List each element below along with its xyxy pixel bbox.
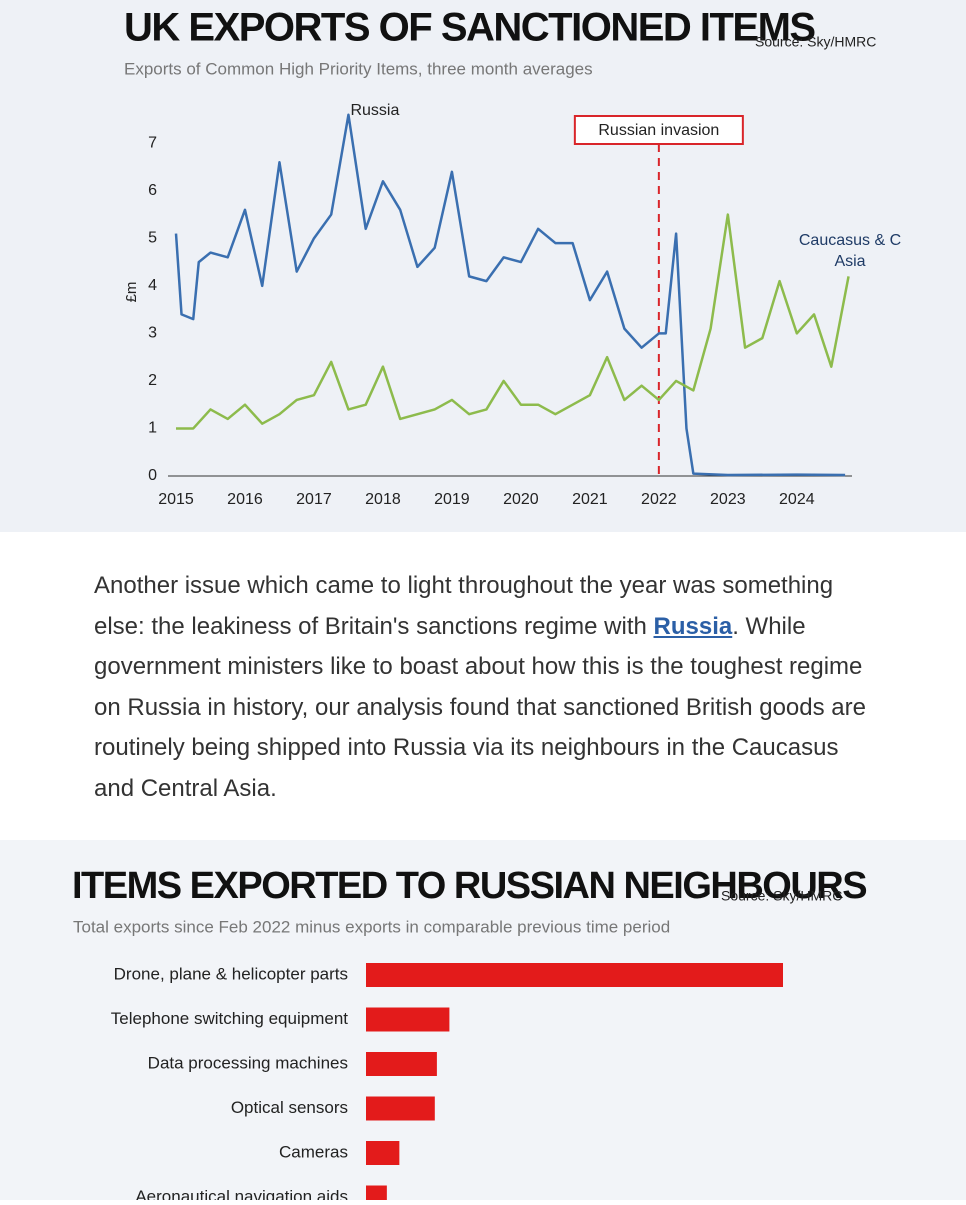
x-tick-label: 2023 <box>710 491 746 508</box>
category-label: Drone, plane & helicopter parts <box>114 964 348 983</box>
link[interactable]: Russia <box>653 612 733 640</box>
x-tick-label: 2024 <box>779 491 815 508</box>
chart-title: UK EXPORTS OF SANCTIONED ITEMS <box>124 6 815 50</box>
y-tick-label: 3 <box>148 325 157 342</box>
y-tick-label: 6 <box>148 182 157 199</box>
line-chart-panel: UK EXPORTS OF SANCTIONED ITEMS Source: S… <box>0 0 966 532</box>
series-line <box>176 213 850 430</box>
category-label: Aeronautical navigation aids <box>135 1187 348 1200</box>
x-tick-label: 2016 <box>227 491 263 508</box>
text: . While government ministers like to boa… <box>94 612 866 802</box>
y-tick-label: 1 <box>148 420 157 437</box>
bar <box>366 1141 400 1165</box>
x-tick-label: 2021 <box>572 491 608 508</box>
x-tick-label: 2018 <box>365 491 401 508</box>
chart-subtitle: Exports of Common High Priority Items, t… <box>124 59 593 78</box>
category-label: Data processing machines <box>148 1053 348 1072</box>
source: Source: Sky/HMRC <box>721 888 842 904</box>
bar-chart: ITEMS EXPORTED TO RUSSIAN NEIGHBOURS Sou… <box>72 865 868 1205</box>
bar <box>366 963 783 987</box>
y-tick-label: 7 <box>148 134 157 151</box>
x-tick-label: 2020 <box>503 491 539 508</box>
bar-chart-panel: ITEMS EXPORTED TO RUSSIAN NEIGHBOURS Sou… <box>0 840 966 1205</box>
x-tick-label: 2015 <box>158 491 194 508</box>
source: Source: Sky/HMRC <box>755 34 876 50</box>
text: Another issue which came to light throug… <box>94 572 834 640</box>
category-label: Cameras <box>279 1142 348 1161</box>
x-tick-label: 2017 <box>296 491 332 508</box>
chart-title: ITEMS EXPORTED TO RUSSIAN NEIGHBOURS <box>72 865 866 907</box>
bar <box>366 1096 435 1121</box>
y-axis-label: £m <box>123 282 140 303</box>
chart-subtitle: Total exports since Feb 2022 minus expor… <box>73 917 670 936</box>
annotation-box <box>573 115 744 145</box>
article-paragraph: Another issue which came to light throug… <box>94 566 884 809</box>
x-tick-label: 2022 <box>641 491 677 508</box>
bar <box>366 1185 387 1205</box>
y-tick-label: 5 <box>148 230 157 247</box>
bar <box>366 1052 437 1076</box>
annotation-label: Russian invasion <box>598 122 719 139</box>
series-line <box>174 113 846 477</box>
series-label: Russia <box>350 102 399 119</box>
category-label: Optical sensors <box>231 1098 348 1117</box>
series-label: Caucasus & C Asia <box>798 232 902 270</box>
y-tick-label: 2 <box>148 372 157 389</box>
category-label: Telephone switching equipment <box>111 1009 348 1028</box>
y-tick-label: 0 <box>148 467 157 484</box>
line-chart: UK EXPORTS OF SANCTIONED ITEMS Source: S… <box>123 6 876 509</box>
x-tick-label: 2019 <box>434 491 470 508</box>
y-tick-label: 4 <box>148 277 157 294</box>
bar <box>366 1007 450 1032</box>
